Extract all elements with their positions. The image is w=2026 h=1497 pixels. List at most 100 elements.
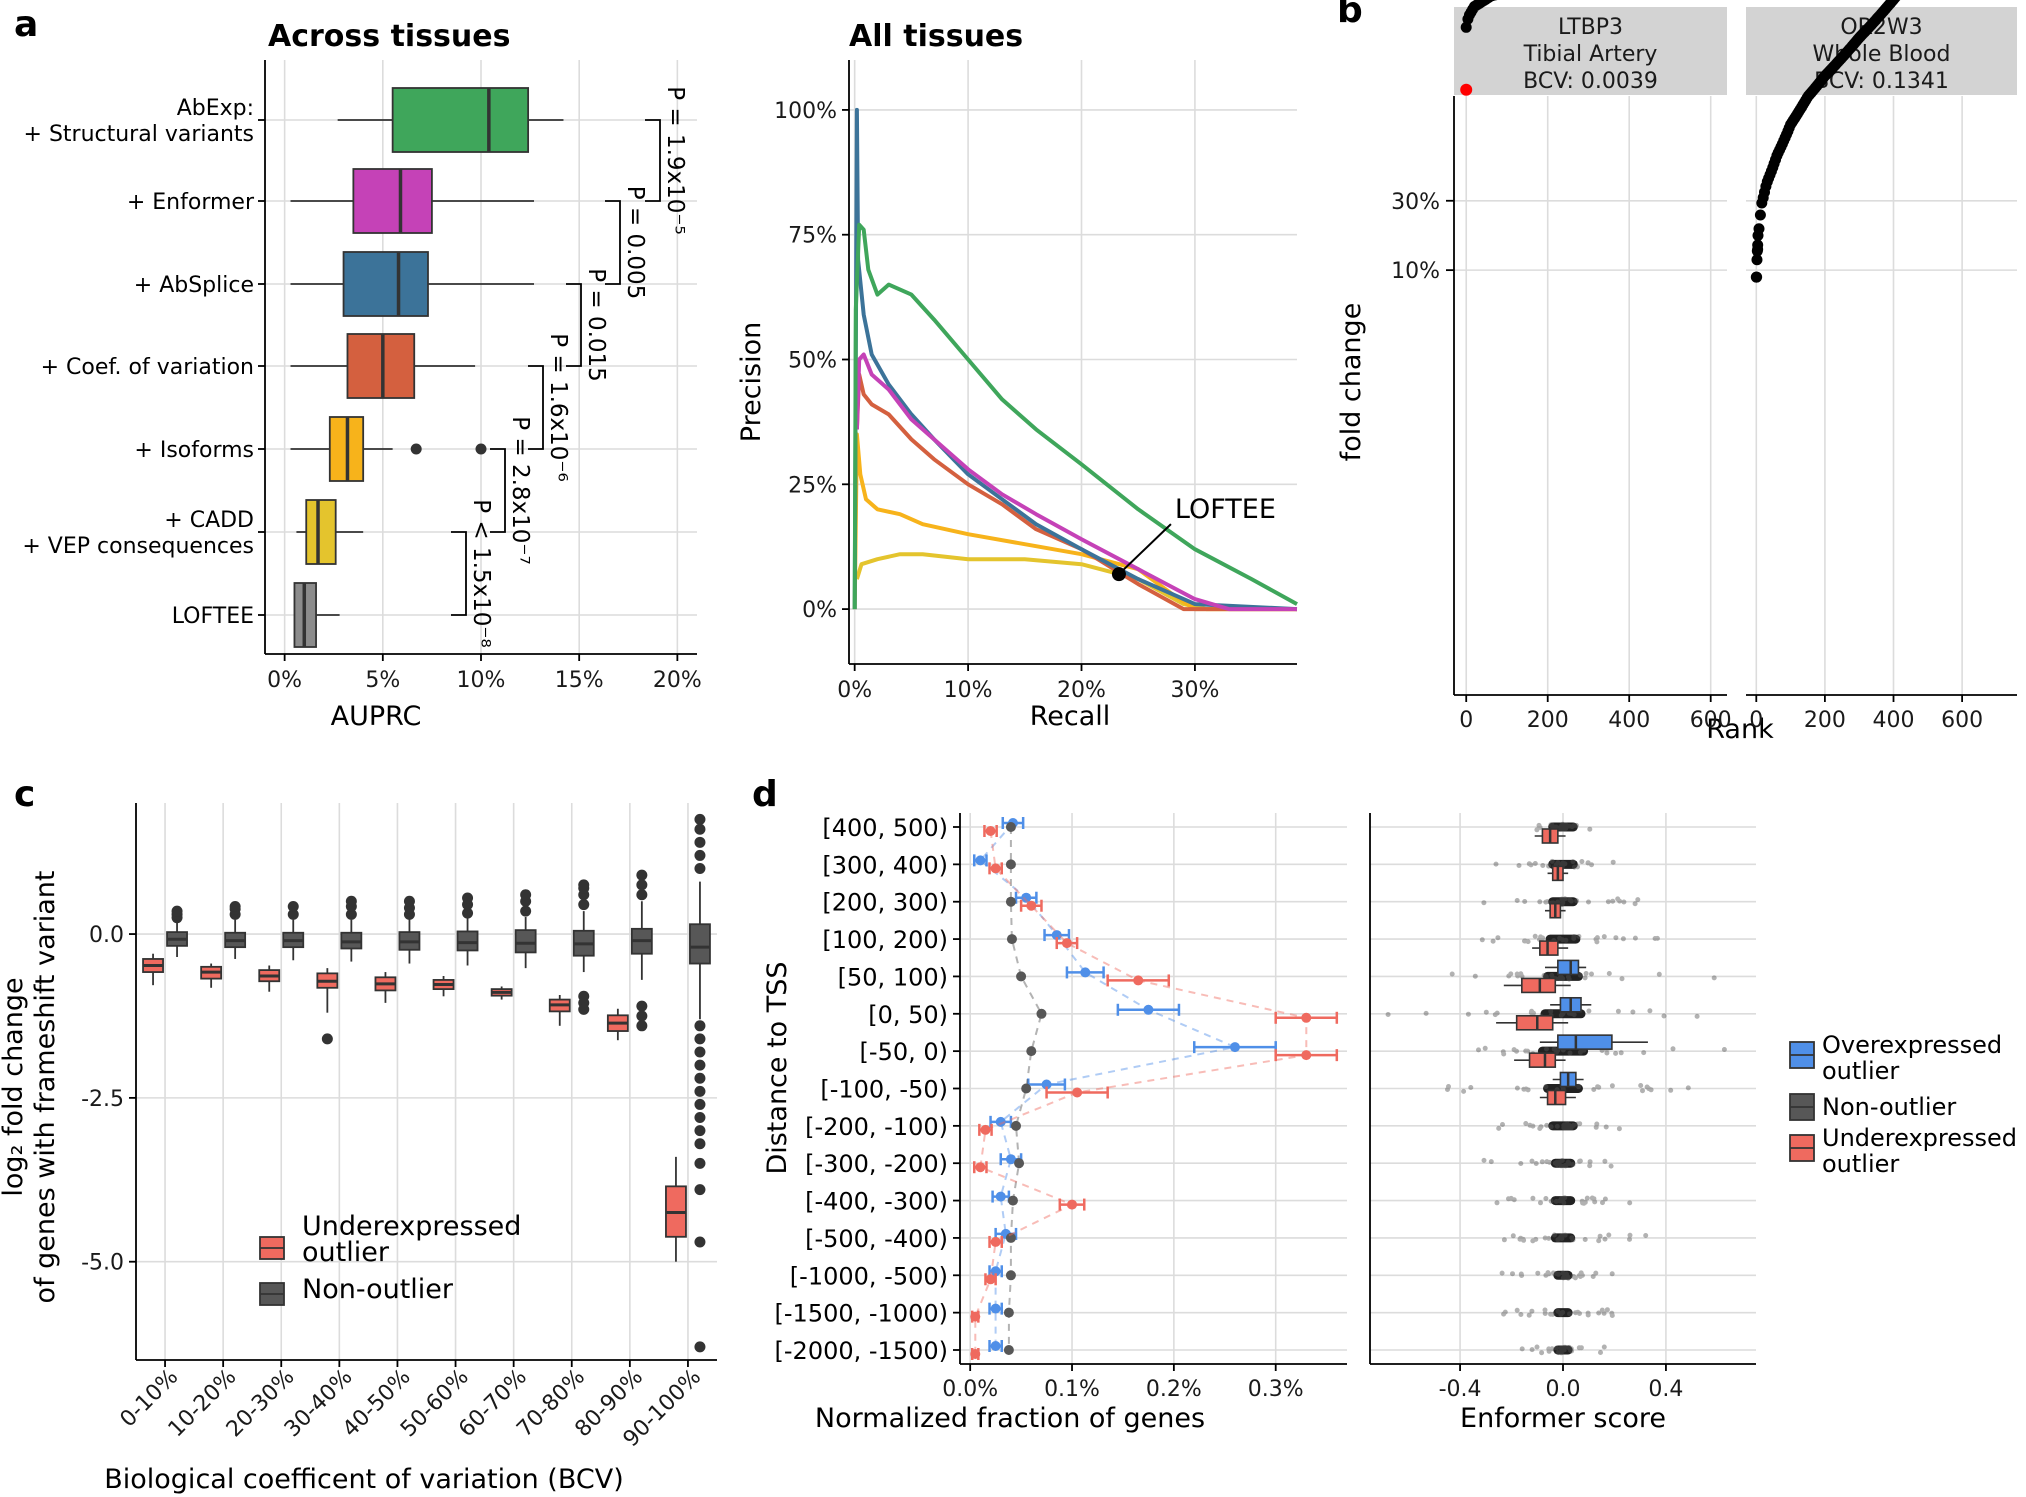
enformer-outlier-points — [1449, 971, 1717, 982]
rank-tick-label: 400 — [1873, 708, 1915, 733]
lfc-outlier — [636, 1010, 648, 1022]
recall-tick-label: 10% — [944, 678, 993, 703]
fraction-point — [1005, 859, 1016, 870]
lfc-outlier — [321, 1033, 333, 1045]
fraction-point — [1041, 1079, 1052, 1090]
panel-a-auprc-boxplot: Across tissues AUPRC 0% 5% 10% 15% 20% AbExp:… — [22, 19, 701, 732]
lfc-outlier — [636, 889, 648, 901]
lfc-outlier — [694, 1138, 706, 1150]
auprc-outlier — [410, 443, 422, 455]
fraction-point — [990, 1303, 1001, 1314]
tss-category-label: [-200, -100) — [805, 1113, 948, 1141]
auprc-category-label-line: + Coef. of variation — [41, 355, 254, 380]
lfc-box — [456, 930, 479, 952]
auprc-box — [391, 87, 530, 153]
enformer-axis-title: Enformer score — [1460, 1403, 1666, 1434]
panel-label-b: b — [1337, 0, 1363, 31]
tss-category-label: [-300, -200) — [805, 1150, 948, 1178]
rank-tick-label: 600 — [1941, 708, 1983, 733]
fraction-point — [990, 1341, 1001, 1351]
legend-label-underexpressed-line: outlier — [1822, 1150, 1899, 1178]
fraction-point — [1005, 1232, 1016, 1243]
legend-label-underexpressed-line: Underexpressed — [1822, 1124, 2017, 1152]
rank-axis-title: Rank — [1706, 714, 1774, 745]
pvalue-label: P = 1.6x10⁻⁶ — [545, 333, 571, 482]
fold-change-points — [1460, 0, 1498, 33]
auprc-box — [305, 499, 337, 565]
pvalue-label: P < 1.5x10⁻⁸ — [468, 499, 494, 648]
facet-strip-label: LTBP3 — [1558, 15, 1623, 40]
fraction-point — [1061, 938, 1072, 949]
enformer-outlier-points — [1501, 1232, 1649, 1244]
auprc-category-label-line: + Isoforms — [134, 438, 254, 463]
rank-tick-label: 200 — [1804, 708, 1846, 733]
fraction-point — [985, 826, 996, 836]
pr-curve-enformer — [854, 352, 1297, 612]
fold-tick-label: 30% — [1391, 190, 1440, 215]
fraction-point — [1003, 1345, 1014, 1355]
enformer-outlier-points — [1519, 1344, 1607, 1356]
fraction-point — [1229, 1042, 1240, 1053]
fraction-point — [1133, 975, 1144, 986]
fraction-tick-label: 0.1% — [1044, 1377, 1100, 1402]
auprc-category-label: + CADD + VEP consequences — [22, 508, 254, 559]
facet-strip — [1454, 7, 1727, 95]
lfc-outlier — [287, 908, 299, 920]
lfc-outlier — [636, 1020, 648, 1032]
panel-label-d: d — [752, 774, 778, 815]
significance-bracket — [490, 448, 506, 533]
legend-label-underexpressed-line: outlier — [302, 1237, 390, 1268]
lfc-outlier — [694, 1033, 706, 1045]
enformer-outlier-points — [1479, 933, 1660, 945]
fraction-point — [1067, 1199, 1078, 1210]
enformer-under-box — [1528, 1052, 1557, 1068]
panel-a-right-title: All tissues — [849, 19, 1023, 54]
lfc-axis-title-line: of genes with frameshift variant — [30, 871, 61, 1304]
precision-tick-label: 25% — [788, 473, 837, 498]
precision-tick-label: 50% — [788, 349, 837, 374]
lfc-tick-label: -2.5 — [81, 1087, 124, 1112]
lfc-outlier — [229, 901, 241, 913]
lfc-outlier — [520, 905, 532, 917]
lfc-outlier — [578, 879, 590, 891]
tss-category-label: [-400, -300) — [805, 1188, 948, 1216]
tss-category-label: [400, 500) — [822, 814, 948, 842]
lfc-outlier — [287, 901, 299, 913]
lfc-outlier — [694, 1341, 706, 1353]
fraction-point — [1051, 930, 1062, 941]
auprc-tick-label: 20% — [653, 668, 702, 693]
fraction-point — [1143, 1004, 1154, 1015]
lfc-outlier — [345, 895, 357, 907]
fraction-connector-non — [1007, 827, 1043, 1350]
lfc-outlier — [403, 895, 415, 907]
fraction-point — [1007, 1195, 1018, 1206]
lfc-outlier — [462, 907, 474, 919]
auprc-category-label-line: LOFTEE — [172, 604, 254, 629]
lfc-outlier — [636, 1000, 648, 1012]
lfc-axis-title-line: log₂ fold change — [0, 977, 29, 1196]
legend-label-overexpressed-line: outlier — [1822, 1057, 1899, 1085]
enformer-over-box — [1557, 959, 1580, 976]
fraction-point — [985, 1274, 996, 1285]
precision-tick-label: 100% — [774, 99, 837, 124]
legend-label-overexpressed-line: Overexpressed — [1822, 1031, 2002, 1059]
auprc-category-label-line: AbExp: — [177, 96, 254, 121]
auprc-category-label: + Coef. of variation — [41, 355, 254, 380]
lfc-outlier — [694, 813, 706, 825]
lfc-outlier — [694, 1157, 706, 1169]
auprc-tick-label: 0% — [267, 668, 302, 693]
auprc-axis-title: AUPRC — [331, 701, 422, 732]
significance-bracket — [528, 365, 544, 450]
panel-a-left-title: Across tissues — [268, 19, 510, 54]
fraction-point — [1005, 1154, 1016, 1165]
lfc-outlier — [694, 1085, 706, 1097]
legend-label-underexpressed-line: Underexpressed — [302, 1211, 521, 1242]
auprc-box — [342, 251, 429, 317]
fraction-point — [1026, 1046, 1037, 1057]
lfc-outlier — [520, 889, 532, 901]
fraction-point — [1014, 1158, 1025, 1169]
legend-label-non-outlier: Non-outlier — [302, 1274, 454, 1305]
significance-bracket — [566, 283, 582, 367]
fraction-tick-label: 0.3% — [1248, 1377, 1304, 1402]
